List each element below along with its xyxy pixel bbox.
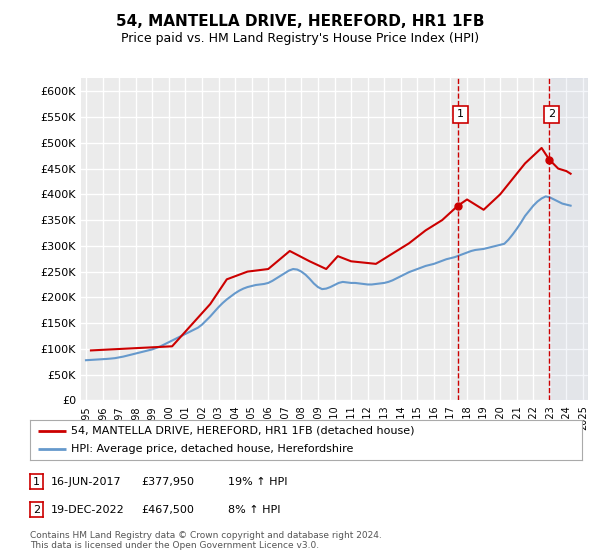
Text: 54, MANTELLA DRIVE, HEREFORD, HR1 1FB (detached house): 54, MANTELLA DRIVE, HEREFORD, HR1 1FB (d… [71, 426, 415, 436]
Bar [549, 78, 588, 400]
Text: £377,950: £377,950 [141, 477, 194, 487]
Text: 16-JUN-2017: 16-JUN-2017 [51, 477, 122, 487]
Text: 19% ↑ HPI: 19% ↑ HPI [228, 477, 287, 487]
Text: Contains HM Land Registry data © Crown copyright and database right 2024.
This d: Contains HM Land Registry data © Crown c… [30, 531, 382, 550]
Text: 8% ↑ HPI: 8% ↑ HPI [228, 505, 281, 515]
Text: Price paid vs. HM Land Registry's House Price Index (HPI): Price paid vs. HM Land Registry's House … [121, 32, 479, 45]
Text: 19-DEC-2022: 19-DEC-2022 [51, 505, 125, 515]
Text: 2: 2 [548, 109, 555, 119]
Text: £467,500: £467,500 [141, 505, 194, 515]
Text: 2: 2 [33, 505, 40, 515]
Text: 1: 1 [457, 109, 464, 119]
Text: HPI: Average price, detached house, Herefordshire: HPI: Average price, detached house, Here… [71, 445, 354, 454]
Text: 54, MANTELLA DRIVE, HEREFORD, HR1 1FB: 54, MANTELLA DRIVE, HEREFORD, HR1 1FB [116, 14, 484, 29]
Text: 1: 1 [33, 477, 40, 487]
